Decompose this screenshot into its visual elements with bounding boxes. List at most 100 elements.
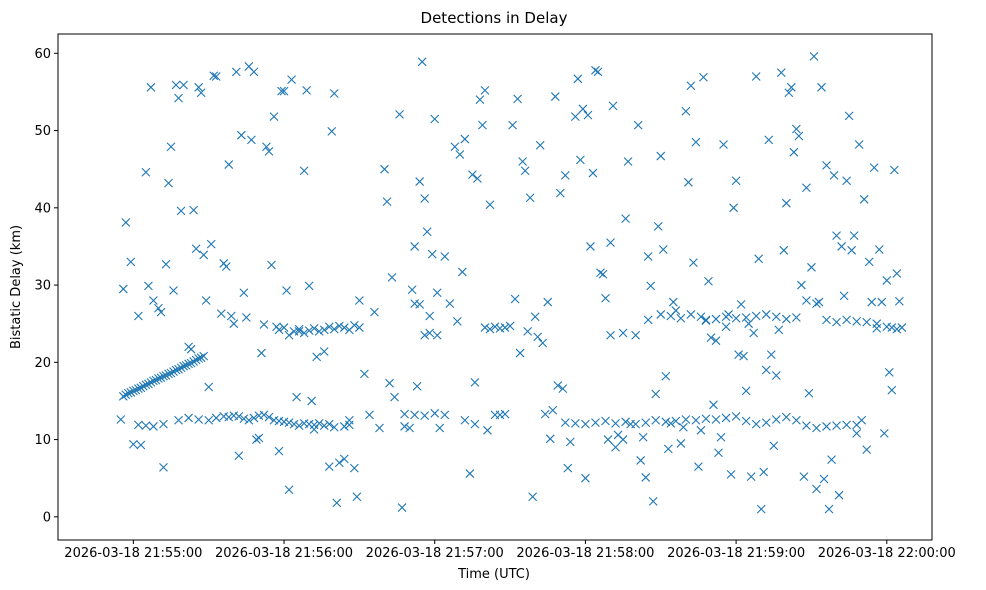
data-point [156,373,166,383]
data-point [375,423,384,433]
data-point [289,419,299,429]
data-point [262,142,271,152]
data-point [420,194,430,203]
data-point [832,317,841,327]
data-point [460,134,470,144]
data-point [731,412,741,421]
data-point [455,150,465,159]
data-point [784,88,794,98]
data-point [691,415,701,425]
data-point [206,239,216,249]
data-point [802,183,811,193]
data-point [478,120,487,130]
data-point [324,419,334,429]
data-point [128,439,138,449]
data-point [415,299,425,309]
data-point [749,328,759,338]
data-point [196,88,206,98]
data-point [894,296,904,306]
data-point [309,323,319,333]
data-point [631,330,641,340]
data-point [872,323,882,333]
data-point [154,374,163,383]
data-point [523,327,533,336]
data-point [656,310,666,319]
data-point [869,163,879,173]
data-point [327,126,337,136]
data-point [241,313,251,322]
data-point [797,280,806,290]
data-point [159,371,168,381]
data-point [294,324,304,334]
data-point [450,142,460,152]
data-point [390,392,399,402]
data-point [583,110,593,120]
data-point [560,170,570,180]
data-point [252,435,261,444]
data-point [601,293,610,303]
data-point [146,378,156,387]
data-point [204,382,214,392]
data-point [704,276,713,286]
data-point [827,455,836,465]
data-point [385,378,394,388]
y-tick-label: 0 [43,510,51,525]
data-point [229,319,239,329]
data-point [781,412,791,422]
data-point [518,157,528,166]
data-point [470,378,480,387]
data-point [651,389,661,399]
data-point [440,252,450,261]
data-point [608,101,618,111]
data-point [731,313,741,323]
data-point [771,312,781,322]
data-point [528,492,538,502]
data-point [741,386,751,396]
data-point [736,299,746,309]
data-point [277,86,286,96]
data-point [194,82,204,92]
x-tick-label: 2026-03-18 21:57:00 [366,546,504,561]
data-point [626,419,636,429]
x-tick-label: 2026-03-18 21:56:00 [215,546,353,561]
chart-title: Detections in Delay [421,9,568,27]
data-point [862,317,872,327]
data-point [452,316,462,326]
data-point [786,82,796,92]
data-point [711,415,721,424]
data-point [789,147,799,157]
data-point [812,299,821,308]
data-point [822,422,831,431]
data-point [360,369,369,379]
data-point [257,348,266,358]
data-point [380,164,389,174]
data-point [123,388,133,398]
data-point [181,361,191,370]
data-point [264,412,274,422]
data-point [781,198,791,208]
data-point [837,242,846,251]
data-point [844,111,854,121]
data-point [279,86,289,96]
data-point [686,310,696,319]
data-point [842,176,851,186]
data-point [334,321,344,331]
data-point [842,420,851,430]
data-point [500,409,510,419]
data-point [179,361,188,371]
data-point [176,363,186,373]
data-point [641,418,651,427]
data-point [709,400,718,410]
data-point [668,297,678,307]
data-point [533,332,543,342]
data-point [686,81,696,91]
data-point [714,448,723,458]
data-point [159,462,168,472]
data-point [621,214,630,224]
data-point [500,323,510,332]
data-point [480,323,490,332]
data-point [699,72,708,82]
data-point [852,429,862,438]
data-point [623,157,633,166]
data-point [259,410,269,420]
